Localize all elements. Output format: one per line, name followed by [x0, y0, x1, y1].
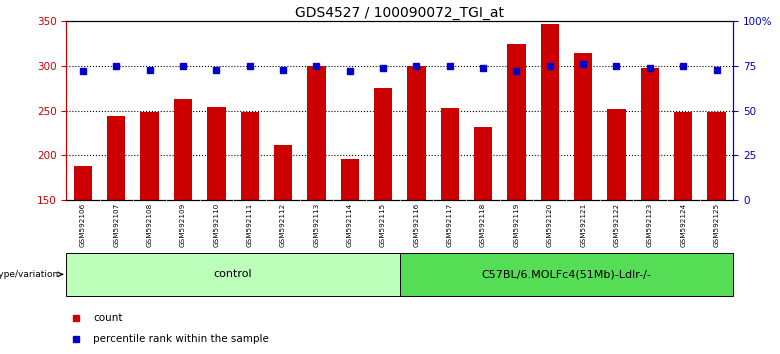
Bar [474, 127, 492, 200]
Text: GSM592114: GSM592114 [347, 202, 353, 247]
Bar [608, 109, 626, 200]
Bar [274, 145, 292, 200]
Text: genotype/variation: genotype/variation [0, 270, 58, 279]
Text: GSM592123: GSM592123 [647, 202, 653, 247]
Bar [574, 52, 592, 200]
Bar [441, 108, 459, 200]
Bar [74, 166, 92, 200]
Text: GSM592119: GSM592119 [513, 202, 519, 247]
Bar [107, 116, 126, 200]
Bar [507, 44, 526, 200]
Text: GSM592111: GSM592111 [246, 202, 253, 247]
Bar [207, 107, 225, 200]
Bar [640, 68, 659, 200]
Bar [399, 253, 733, 296]
Bar [140, 113, 159, 200]
Text: GSM592120: GSM592120 [547, 202, 553, 247]
Text: C57BL/6.MOLFc4(51Mb)-Ldlr-/-: C57BL/6.MOLFc4(51Mb)-Ldlr-/- [481, 269, 651, 279]
Bar [240, 113, 259, 200]
Text: GSM592108: GSM592108 [147, 202, 153, 247]
Text: GSM592117: GSM592117 [447, 202, 452, 247]
Bar [674, 113, 693, 200]
Text: GSM592121: GSM592121 [580, 202, 586, 247]
Text: GSM592112: GSM592112 [280, 202, 286, 247]
Text: GSM592113: GSM592113 [314, 202, 319, 247]
Title: GDS4527 / 100090072_TGI_at: GDS4527 / 100090072_TGI_at [296, 6, 504, 20]
Text: GSM592107: GSM592107 [113, 202, 119, 247]
Bar [307, 66, 325, 200]
Bar [541, 24, 559, 200]
Bar [407, 66, 426, 200]
Text: GSM592124: GSM592124 [680, 202, 686, 247]
Text: GSM592118: GSM592118 [480, 202, 486, 247]
Bar [707, 113, 725, 200]
Text: GSM592110: GSM592110 [214, 202, 219, 247]
Text: GSM592115: GSM592115 [380, 202, 386, 247]
Text: control: control [214, 269, 253, 279]
Text: GSM592122: GSM592122 [614, 202, 619, 247]
Text: GSM592116: GSM592116 [413, 202, 420, 247]
Text: GSM592125: GSM592125 [714, 202, 719, 247]
Text: percentile rank within the sample: percentile rank within the sample [93, 334, 269, 344]
Bar [341, 159, 359, 200]
Bar [66, 253, 399, 296]
Text: GSM592106: GSM592106 [80, 202, 86, 247]
Bar [174, 99, 192, 200]
Text: GSM592109: GSM592109 [180, 202, 186, 247]
Bar [374, 88, 392, 200]
Text: count: count [93, 313, 122, 323]
